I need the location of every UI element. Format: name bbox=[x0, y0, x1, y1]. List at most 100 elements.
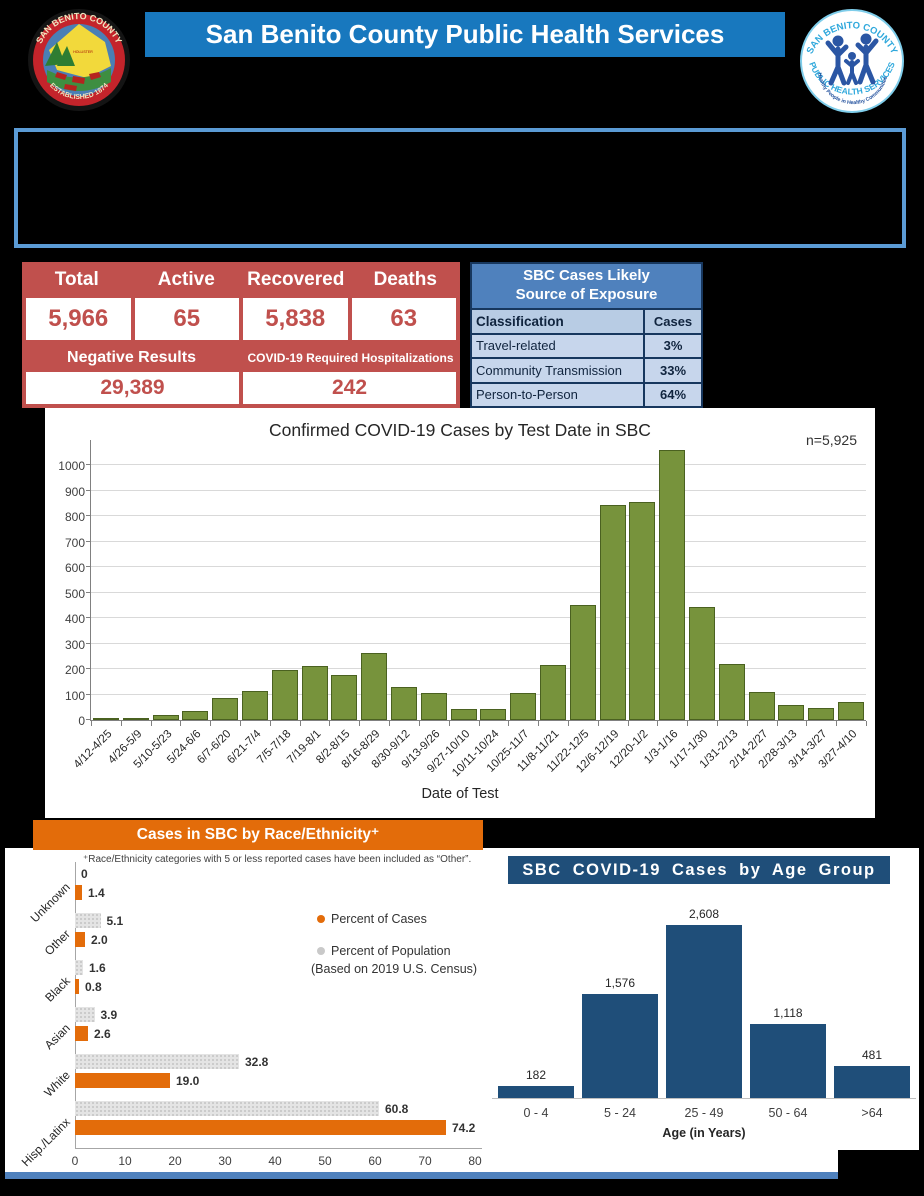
public-health-logo: SAN BENITO COUNTY PUBLIC HEALTH SERVICES… bbox=[800, 9, 904, 113]
cases-bar bbox=[75, 932, 85, 947]
population-value-label: 1.6 bbox=[89, 961, 106, 975]
x-tick-mark bbox=[269, 721, 271, 726]
age-chart: SBC COVID-19 Cases by Age Group 182 0 - 4… bbox=[490, 848, 920, 1150]
test-date-bar bbox=[629, 501, 656, 720]
secondary-value-row: 29,389 242 bbox=[22, 372, 460, 408]
active-value: 65 bbox=[134, 298, 239, 340]
y-tick-mark bbox=[86, 464, 91, 465]
test-date-bar bbox=[271, 670, 298, 720]
secondary-header-row: Negative Results COVID-19 Required Hospi… bbox=[22, 344, 460, 372]
x-tick-label: 40 bbox=[268, 1154, 282, 1168]
test-date-bar bbox=[569, 605, 596, 720]
age-value-label: 1,118 bbox=[773, 1005, 803, 1020]
recovered-header: Recovered bbox=[247, 269, 345, 290]
testdate-chart-title: Confirmed COVID-19 Cases by Test Date in… bbox=[269, 420, 651, 440]
x-tick-mark bbox=[836, 721, 838, 726]
cases-legend-marker-icon bbox=[317, 915, 325, 923]
gridline bbox=[91, 489, 866, 491]
cases-value-label: 2.6 bbox=[94, 1027, 111, 1041]
seal-fields-red bbox=[55, 72, 101, 91]
exposure-row-label: Travel-related bbox=[476, 338, 556, 354]
test-date-bar bbox=[480, 708, 507, 720]
gridline bbox=[91, 540, 866, 542]
y-tick-mark bbox=[86, 566, 91, 567]
x-tick-mark bbox=[597, 721, 599, 726]
population-value-label: 5.1 bbox=[106, 914, 124, 928]
x-tick-label: 10 bbox=[118, 1154, 132, 1168]
x-tick-label: 0 bbox=[71, 1154, 79, 1168]
population-bar bbox=[75, 960, 83, 975]
bottom-white-band bbox=[5, 848, 919, 1150]
gridline bbox=[91, 642, 866, 644]
summary-header-row: Total Active Recovered Deaths bbox=[22, 262, 460, 298]
legend-item-cases: Percent of Cases bbox=[317, 912, 427, 926]
cases-bar bbox=[75, 1026, 88, 1041]
hospitalizations-header: COVID-19 Required Hospitalizations bbox=[247, 351, 454, 365]
y-tick-label: 200 bbox=[64, 663, 85, 677]
x-tick-mark bbox=[538, 721, 540, 726]
test-date-bar bbox=[301, 666, 328, 720]
exposure-table-title: SBC Cases Likely Source of Exposure bbox=[472, 264, 701, 310]
population-value-label: 60.8 bbox=[385, 1102, 409, 1116]
y-tick-mark bbox=[86, 540, 91, 542]
age-value-label: 1,576 bbox=[604, 975, 636, 990]
test-date-bar bbox=[778, 704, 805, 720]
total-header: Total bbox=[54, 269, 99, 290]
test-date-bar bbox=[659, 449, 686, 720]
x-tick-mark bbox=[567, 721, 569, 726]
x-tick-mark bbox=[716, 721, 718, 726]
test-date-bar bbox=[540, 665, 567, 720]
x-tick-mark bbox=[359, 721, 361, 726]
classification-header: Classification bbox=[476, 313, 564, 329]
exposure-title-line1: SBC Cases Likely bbox=[523, 267, 650, 284]
cases-legend-label: Percent of Cases bbox=[331, 912, 427, 926]
population-legend-marker-icon bbox=[317, 947, 325, 955]
y-tick-label: 300 bbox=[64, 637, 85, 652]
negative-results-header: Negative Results bbox=[67, 349, 196, 366]
cases-value-label: 1.4 bbox=[88, 886, 105, 900]
y-tick-mark bbox=[86, 515, 91, 516]
y-tick-mark bbox=[86, 719, 91, 720]
age-value-label: 182 bbox=[525, 1067, 547, 1082]
age-category-label: >64 bbox=[861, 1106, 883, 1120]
y-tick-label: 400 bbox=[64, 612, 85, 626]
x-tick-mark bbox=[91, 721, 92, 726]
y-tick-mark bbox=[86, 591, 91, 593]
race-chart-title: Cases in SBC by Race/Ethnicity⁺ bbox=[33, 820, 483, 850]
test-date-bar bbox=[599, 504, 626, 720]
x-tick-mark bbox=[389, 721, 391, 726]
testdate-plot: 0 100 200 300 400 500 600 700 800 900 1000 4/12-4/2… bbox=[58, 440, 867, 779]
age-category-label: 0 - 4 bbox=[523, 1106, 549, 1120]
testdate-chart-panel: Confirmed COVID-19 Cases by Test Date in… bbox=[45, 408, 875, 818]
x-tick-mark bbox=[478, 721, 480, 726]
x-tick-mark bbox=[180, 721, 182, 726]
age-x-axis-title: Age (in Years) bbox=[662, 1126, 746, 1140]
page-title-bar: San Benito County Public Health Services bbox=[145, 12, 785, 57]
exposure-row-label: Person-to-Person bbox=[476, 387, 578, 403]
bottom-white-band-left bbox=[5, 1150, 838, 1172]
race-chart-footnote: ⁺Race/Ethnicity categories with 5 or les… bbox=[83, 854, 472, 865]
deaths-value: 63 bbox=[351, 298, 456, 340]
x-tick-mark bbox=[240, 721, 242, 726]
y-tick-label: 600 bbox=[64, 561, 85, 575]
population-bar bbox=[75, 1054, 239, 1069]
gridline bbox=[91, 693, 866, 695]
exposure-table: SBC Cases Likely Source of Exposure Clas… bbox=[470, 262, 703, 408]
x-tick-label: 20 bbox=[168, 1154, 182, 1168]
cases-bar bbox=[75, 979, 79, 994]
population-bar bbox=[75, 1101, 379, 1116]
hospitalizations-value: 242 bbox=[243, 372, 456, 404]
y-tick-mark bbox=[86, 693, 91, 695]
age-value-label: 2,608 bbox=[688, 907, 720, 922]
x-tick-mark bbox=[866, 721, 867, 726]
x-tick-mark bbox=[329, 721, 331, 726]
active-header: Active bbox=[157, 269, 215, 290]
sample-size-annotation: n=5,925 bbox=[806, 432, 857, 448]
x-tick-mark bbox=[627, 721, 629, 726]
age-value-label: 481 bbox=[861, 1048, 883, 1063]
test-date-bar bbox=[122, 717, 149, 720]
total-value: 5,966 bbox=[26, 298, 131, 340]
exposure-title-line2: Source of Exposure bbox=[515, 286, 658, 303]
gridline bbox=[91, 591, 866, 593]
